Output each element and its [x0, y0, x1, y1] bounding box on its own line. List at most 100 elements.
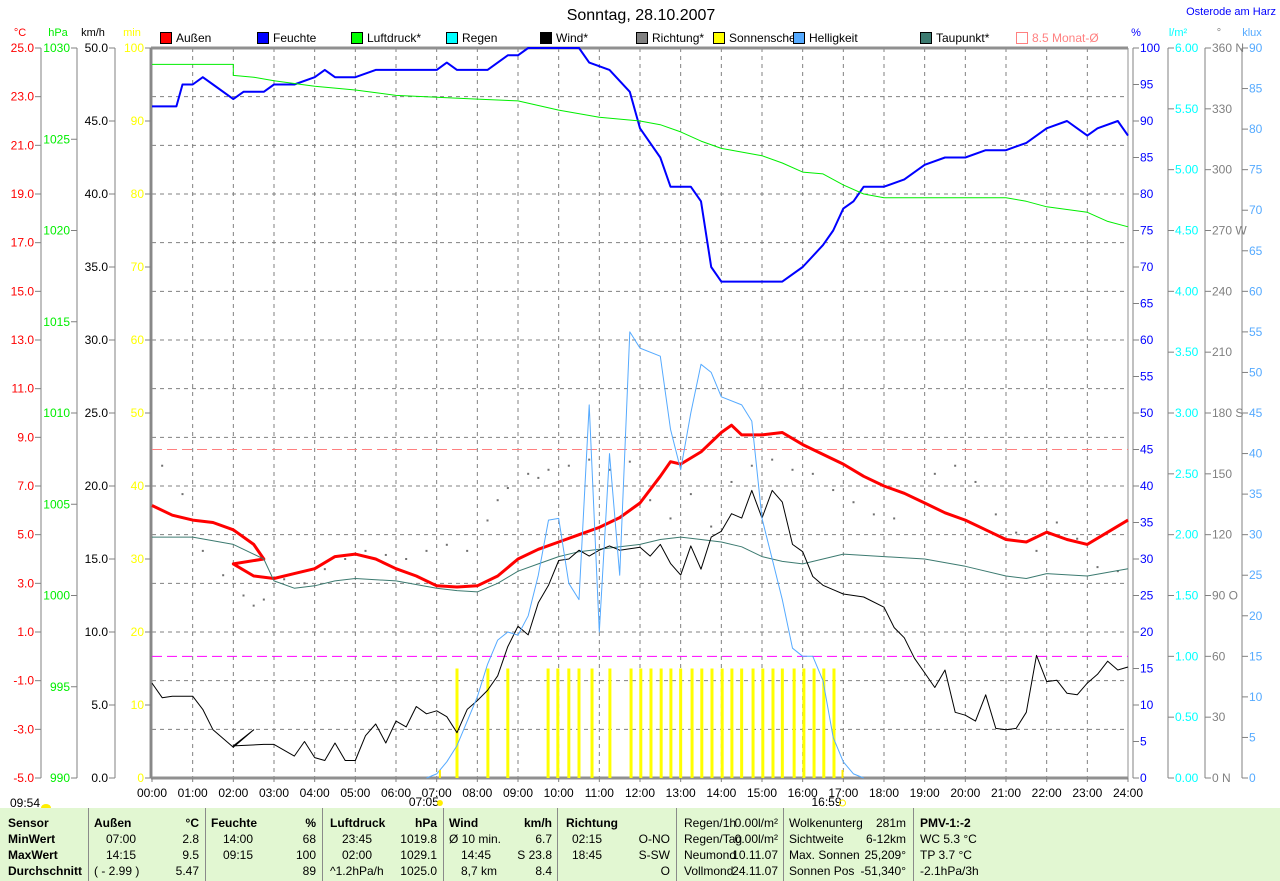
y-tick-label-pct: 60	[1140, 333, 1154, 347]
y-tick-label-pct: 20	[1140, 625, 1154, 639]
y-tick-label-temp: 15.0	[11, 284, 35, 298]
cell-time: 09:15	[223, 848, 254, 862]
y-tick-label-kmh: 35.0	[85, 260, 109, 274]
y-axis-unit-temp: °C	[14, 27, 26, 39]
y-tick-label-rain: 4.00	[1175, 284, 1199, 298]
column-unit: hPa	[414, 816, 437, 830]
pmv-value: TP 3.7 °C	[920, 848, 972, 862]
direction-dot	[537, 476, 540, 479]
column-unit: km/h	[523, 816, 552, 830]
y-tick-label-pct: 50	[1140, 406, 1154, 420]
cell-time: ( - 2.99 )	[94, 864, 140, 878]
direction-dot	[750, 464, 753, 467]
y-tick-label-klux: 5	[1249, 730, 1256, 744]
y-tick-label-kmh: 0.0	[91, 771, 108, 785]
y-tick-label-klux: 70	[1249, 203, 1263, 217]
y-tick-label-rain: 2.00	[1175, 528, 1199, 542]
x-tick-label: 10:00	[544, 786, 574, 800]
y-tick-label-kmh: 45.0	[85, 114, 109, 128]
y-tick-label-pct: 55	[1140, 370, 1154, 384]
direction-dot	[567, 464, 570, 467]
direction-dot	[1015, 531, 1018, 534]
sunrise-time-label: 07:05	[409, 795, 439, 808]
y-tick-label-deg: 60	[1212, 649, 1226, 663]
direction-dot	[730, 480, 733, 483]
location-label[interactable]: Osterode am Harz	[1186, 6, 1276, 18]
cell-time: 18:45	[572, 848, 603, 862]
y-tick-label-temp: 7.0	[17, 479, 34, 493]
x-tick-label: 00:00	[137, 786, 167, 800]
x-tick-label: 20:00	[950, 786, 980, 800]
sensor-header: Sensor	[8, 816, 49, 830]
y-tick-label-rain: 1.00	[1175, 649, 1199, 663]
x-tick-label: 12:00	[625, 786, 655, 800]
y-tick-label-pct: 35	[1140, 516, 1154, 530]
direction-dot	[262, 598, 265, 601]
sunshine-bar	[761, 668, 765, 778]
direction-dot	[954, 464, 957, 467]
sunshine-bar	[455, 668, 459, 778]
cell-time: 14:15	[106, 848, 137, 862]
direction-dot	[771, 458, 774, 461]
cell-value: O-NO	[638, 832, 670, 846]
series-line-wind	[151, 489, 1129, 761]
direction-dot	[405, 558, 408, 560]
x-tick-label: 11:00	[585, 786, 614, 800]
direction-dot	[608, 468, 611, 471]
y-tick-label-klux: 85	[1249, 82, 1263, 96]
y-tick-label-klux: 45	[1249, 406, 1263, 420]
y-tick-label-hpa: 1030	[43, 41, 70, 55]
cell-time: 14:00	[223, 832, 254, 846]
y-axis-unit-min: min	[123, 27, 141, 39]
sky-value: 281m	[875, 816, 906, 830]
direction-dot	[303, 582, 306, 585]
y-tick-label-hpa: 1000	[43, 589, 70, 603]
direction-dot	[628, 460, 631, 463]
cell-value: 2.8	[182, 832, 199, 846]
series-line-taupunkt	[152, 536, 1129, 593]
y-tick-label-pct: 10	[1140, 698, 1154, 712]
series-line-luftdruck	[152, 63, 1129, 228]
y-tick-label-hpa: 1005	[43, 497, 70, 511]
direction-dot	[689, 493, 692, 496]
y-tick-label-temp: 23.0	[11, 90, 35, 104]
legend-swatch	[713, 32, 725, 44]
cell-time: ^1.2hPa/h	[330, 864, 384, 878]
direction-dot	[242, 594, 245, 597]
sunshine-bar	[832, 668, 836, 778]
pmv-value: -2.1hPa/3h	[920, 864, 979, 878]
y-tick-label-min: 50	[131, 406, 145, 420]
row-label: Durchschnitt	[8, 864, 83, 878]
rain-label: Neumond	[684, 848, 737, 862]
cell-value: 100	[295, 848, 316, 862]
sunset-time-label: 16:59	[811, 795, 841, 808]
legend-label: Feuchte	[273, 31, 317, 45]
y-tick-label-klux: 10	[1249, 690, 1263, 704]
sky-label: Max. Sonnen	[789, 848, 860, 862]
legend-label: Regen	[462, 31, 497, 45]
sunshine-bar	[577, 668, 581, 778]
y-tick-label-klux: 15	[1249, 649, 1263, 663]
y-tick-label-min: 40	[131, 479, 145, 493]
y-tick-label-rain: 1.50	[1175, 589, 1199, 603]
sky-value: 25,209°	[864, 848, 906, 862]
x-tick-label: 09:00	[503, 786, 533, 800]
x-tick-label: 18:00	[869, 786, 899, 800]
direction-dot	[222, 574, 225, 577]
sunrise-icon	[436, 800, 443, 806]
direction-dot	[1076, 537, 1079, 540]
y-tick-label-pct: 100	[1140, 41, 1160, 55]
y-tick-label-klux: 40	[1249, 447, 1263, 461]
sunshine-bar	[822, 668, 826, 778]
cell-time: 07:00	[106, 832, 137, 846]
y-tick-label-deg: 0 N	[1212, 771, 1231, 785]
x-tick-label: 15:00	[747, 786, 777, 800]
y-tick-label-pct: 45	[1140, 443, 1154, 457]
legend-swatch	[160, 32, 172, 44]
sky-label: Sonnen Pos	[789, 864, 855, 878]
x-tick-label: 07:00	[422, 786, 452, 800]
y-tick-label-temp: 3.0	[17, 576, 34, 590]
y-tick-label-temp: -3.0	[13, 722, 34, 736]
table-divider	[88, 808, 89, 881]
y-tick-label-deg: 330	[1212, 102, 1232, 116]
